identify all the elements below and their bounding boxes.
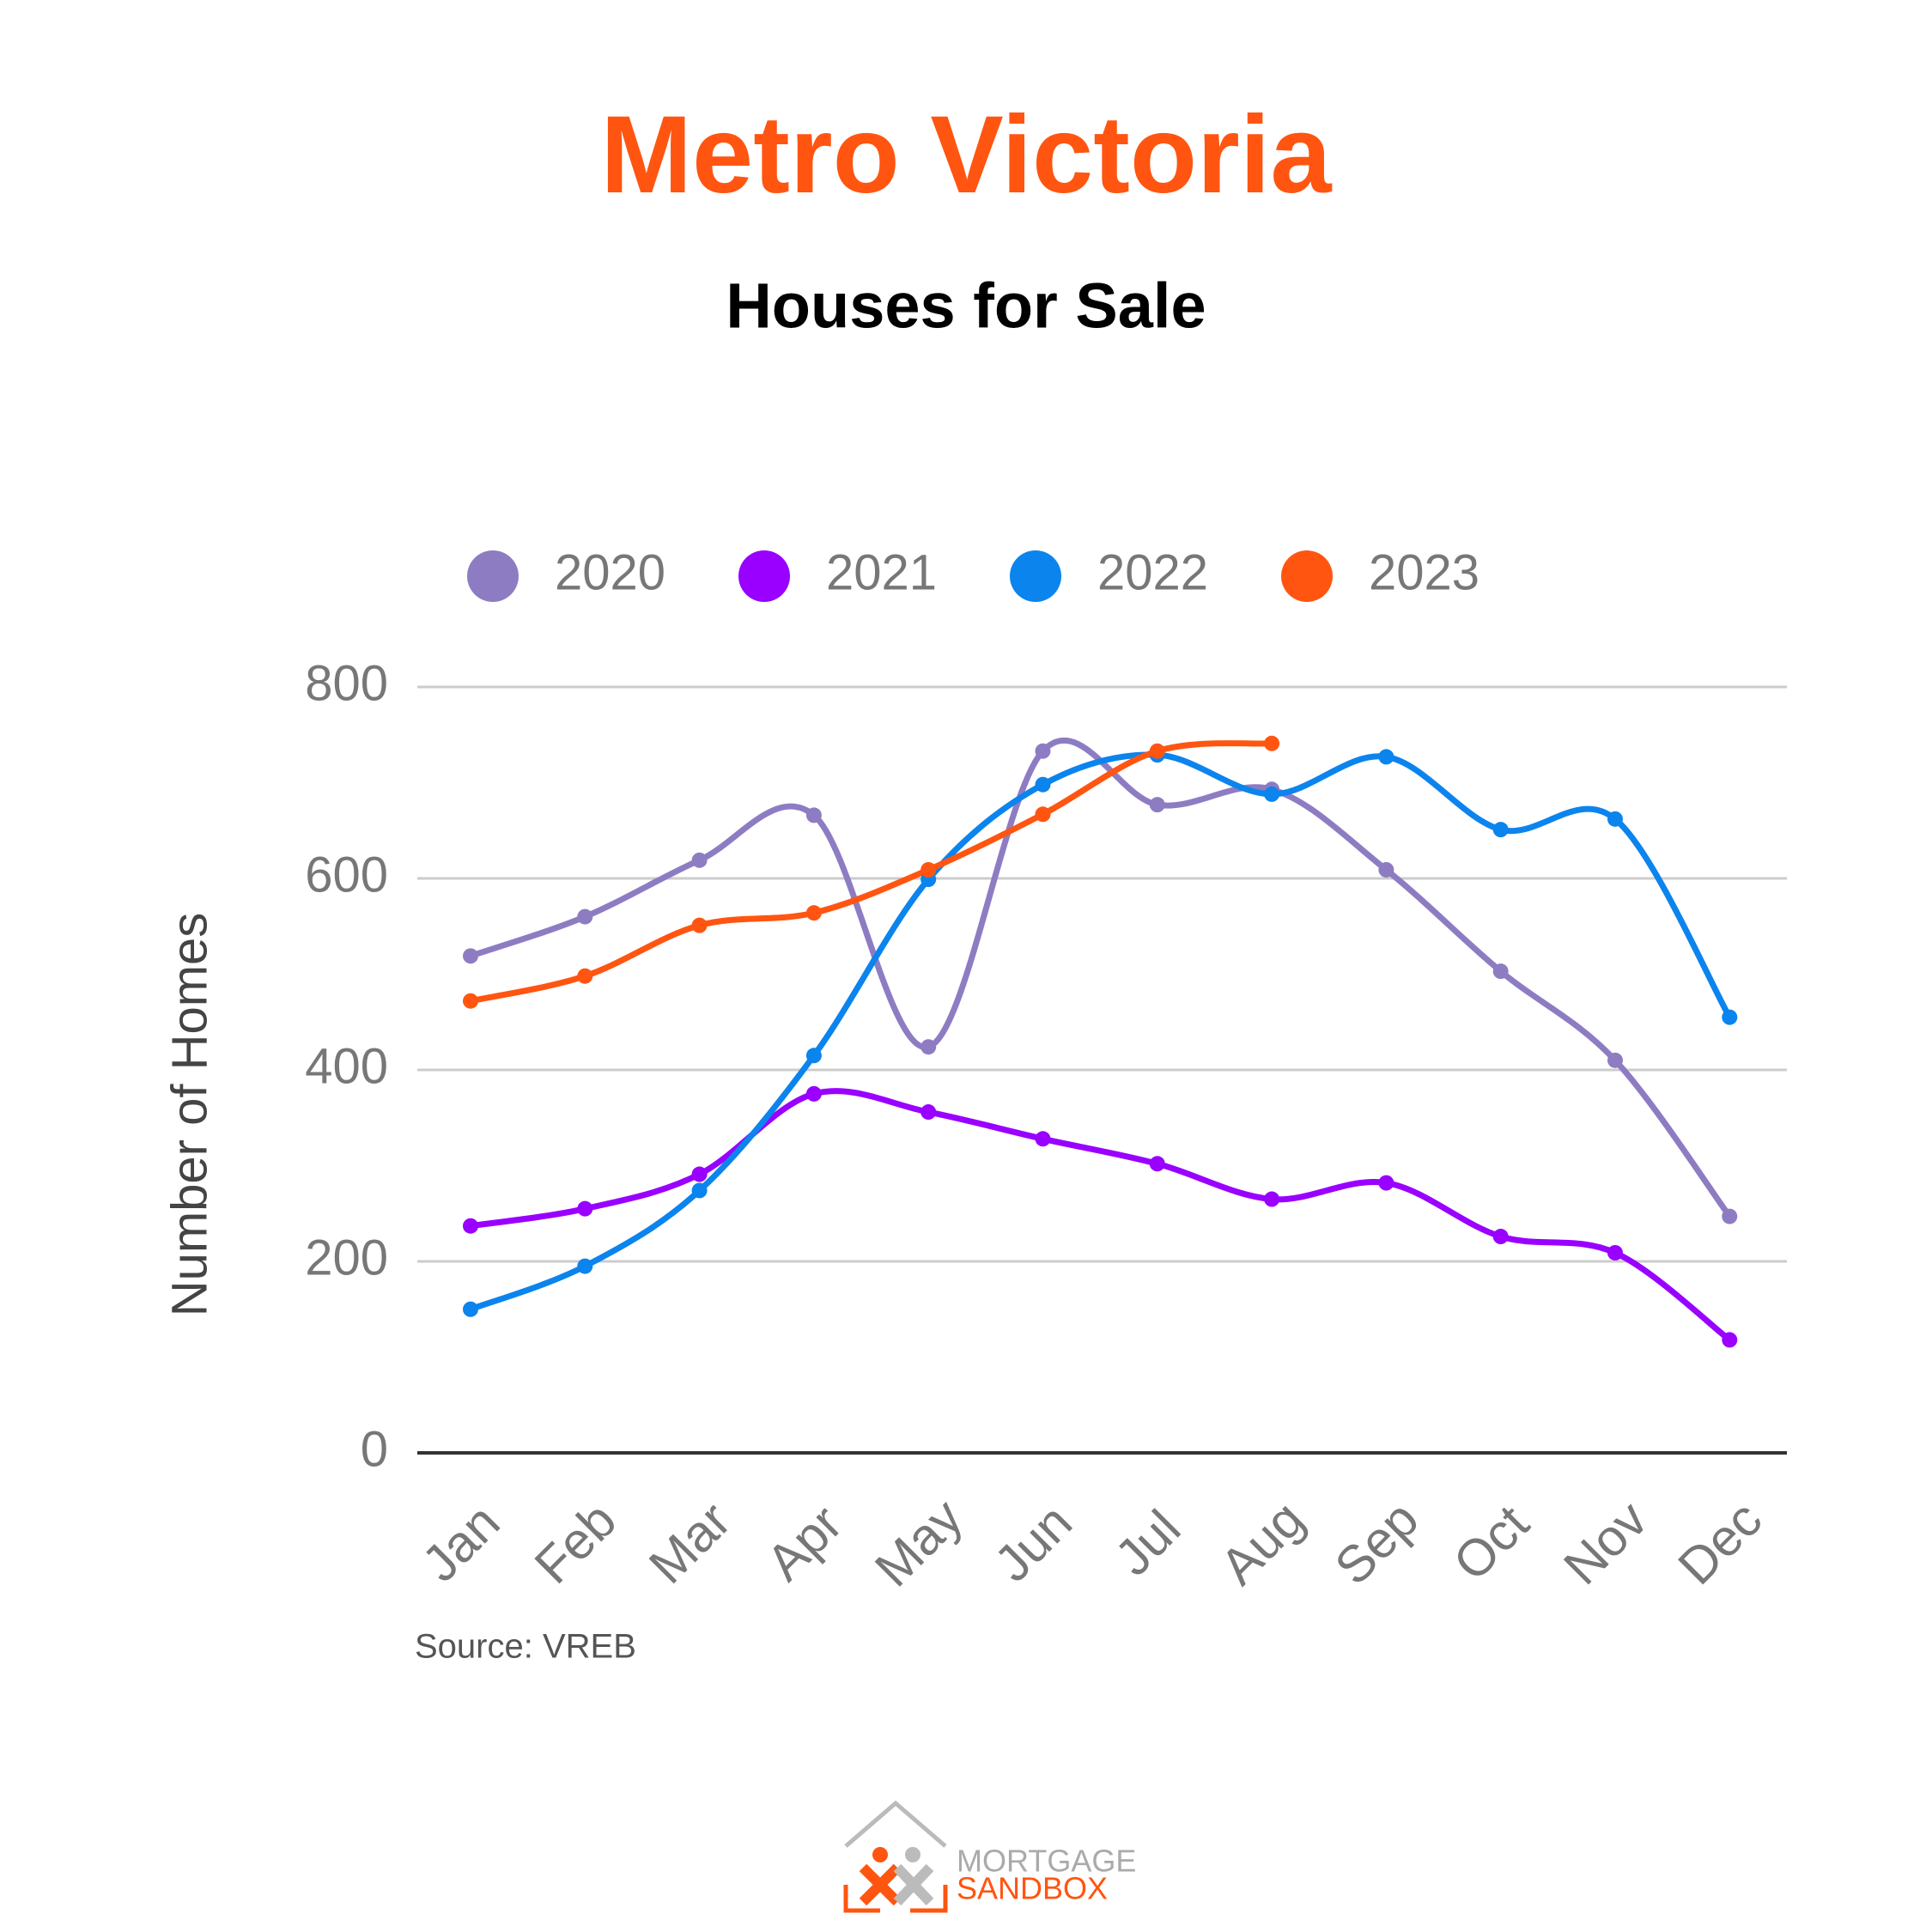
legend-swatch (1281, 550, 1333, 602)
data-point (1607, 811, 1623, 827)
y-tick-label: 0 (361, 1421, 388, 1477)
source-note: Source: VREB (415, 1628, 636, 1666)
y-tick-label: 200 (305, 1230, 388, 1285)
data-point (920, 1104, 937, 1121)
data-point (805, 807, 822, 823)
data-point (691, 1166, 708, 1182)
legend-label: 2020 (555, 544, 665, 600)
logo-roof (844, 1800, 947, 1848)
data-point (1722, 1332, 1738, 1348)
data-point (920, 861, 937, 878)
legend-swatch (467, 550, 519, 602)
y-tick-label: 400 (305, 1038, 388, 1094)
legend-label: 2022 (1097, 544, 1208, 600)
logo-frame (910, 1885, 948, 1913)
data-point (1492, 822, 1509, 838)
data-point (1492, 1229, 1509, 1245)
data-point (691, 1182, 708, 1199)
data-point (805, 905, 822, 921)
data-point (1492, 963, 1509, 980)
data-point (577, 1200, 593, 1217)
data-point (577, 908, 593, 925)
data-point (691, 852, 708, 868)
data-point (463, 1301, 478, 1317)
data-point (691, 917, 708, 933)
data-point (1264, 786, 1280, 802)
legend-swatch (738, 550, 790, 602)
data-point (1264, 1191, 1280, 1207)
data-point (1035, 776, 1051, 793)
data-point (463, 993, 478, 1009)
data-point (1149, 1156, 1165, 1172)
data-point (1149, 743, 1165, 759)
logo-text: SANDBOX (957, 1871, 1108, 1906)
logo-figure (905, 1847, 920, 1862)
data-point (1722, 1208, 1738, 1224)
data-point (920, 1039, 937, 1055)
data-point (1378, 861, 1394, 878)
data-point (805, 1085, 822, 1102)
data-point (1607, 1052, 1623, 1068)
logo-text: MORTGAGE (957, 1844, 1136, 1879)
data-point (1035, 743, 1051, 759)
y-tick-label: 800 (305, 655, 388, 711)
data-point (1378, 1175, 1394, 1191)
data-point (463, 948, 478, 964)
legend-label: 2023 (1369, 544, 1479, 600)
y-axis-label: Number of Homes (161, 913, 217, 1317)
chart-title: Metro Victoria (600, 94, 1332, 216)
data-point (577, 968, 593, 984)
data-point (805, 1048, 822, 1064)
logo-figure (859, 1863, 902, 1906)
logo-figure (893, 1863, 934, 1906)
logo: MORTGAGE SANDBOX (843, 1800, 1136, 1913)
logo-figure (872, 1847, 888, 1862)
series-line (470, 740, 1273, 1005)
legend-swatch (1010, 550, 1061, 602)
data-point (1035, 1131, 1051, 1147)
data-point (1264, 735, 1280, 751)
y-tick-label: 600 (305, 847, 388, 902)
data-point (1378, 749, 1394, 765)
chart-subtitle: Houses for Sale (726, 270, 1206, 342)
data-point (463, 1218, 478, 1234)
legend-label: 2021 (826, 544, 937, 600)
data-point (1722, 1009, 1738, 1025)
data-point (1607, 1244, 1623, 1261)
data-point (1149, 797, 1165, 813)
data-point (577, 1258, 593, 1274)
logo-frame (843, 1885, 880, 1913)
data-point (1035, 806, 1051, 823)
